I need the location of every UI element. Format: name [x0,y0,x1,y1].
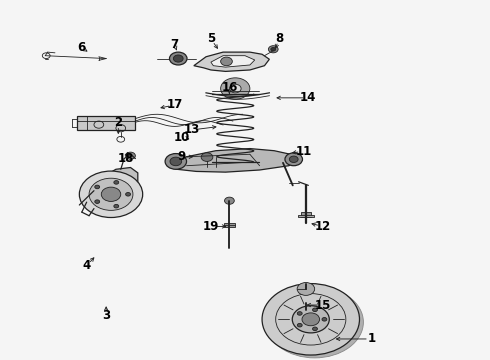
Text: 10: 10 [173,131,190,144]
Polygon shape [194,52,270,71]
Text: 3: 3 [102,309,110,322]
Polygon shape [300,212,311,217]
Circle shape [289,156,298,162]
Polygon shape [89,167,138,202]
Polygon shape [297,215,314,217]
Circle shape [313,308,318,312]
Polygon shape [211,56,255,67]
Circle shape [220,78,250,99]
Circle shape [262,284,360,355]
Circle shape [266,287,364,358]
Circle shape [322,318,327,321]
Text: 19: 19 [203,220,219,233]
Text: 1: 1 [368,333,376,346]
Circle shape [224,197,234,204]
Circle shape [271,48,276,51]
Text: 5: 5 [207,32,215,45]
Text: 15: 15 [315,298,331,311]
Text: 4: 4 [82,259,91,272]
Circle shape [165,154,187,169]
Circle shape [173,55,183,62]
Circle shape [170,157,182,166]
Text: 14: 14 [300,91,317,104]
Circle shape [95,200,99,203]
Polygon shape [77,116,135,130]
Circle shape [125,152,135,159]
Circle shape [114,181,119,184]
Circle shape [95,185,99,189]
Circle shape [170,52,187,65]
Circle shape [114,204,119,208]
Text: 8: 8 [275,32,283,45]
Circle shape [220,57,232,66]
Circle shape [201,153,213,161]
Circle shape [297,323,302,327]
Circle shape [297,283,315,296]
Text: 13: 13 [183,123,199,136]
Circle shape [292,306,329,333]
Text: 7: 7 [171,38,178,51]
Text: 12: 12 [315,220,331,233]
Circle shape [229,84,241,93]
Text: 9: 9 [177,150,186,163]
Circle shape [313,327,318,330]
Circle shape [125,193,130,196]
Text: 2: 2 [114,116,122,129]
Circle shape [297,312,302,315]
Circle shape [79,171,143,217]
Circle shape [285,153,302,166]
Text: 16: 16 [221,81,238,94]
Text: 17: 17 [166,99,182,112]
Circle shape [302,313,319,326]
Circle shape [269,46,278,53]
Text: 6: 6 [77,41,86,54]
Text: 18: 18 [118,152,134,165]
Circle shape [101,187,121,202]
Polygon shape [167,149,298,172]
Polygon shape [223,223,235,227]
Text: 11: 11 [295,145,312,158]
Circle shape [89,178,133,210]
